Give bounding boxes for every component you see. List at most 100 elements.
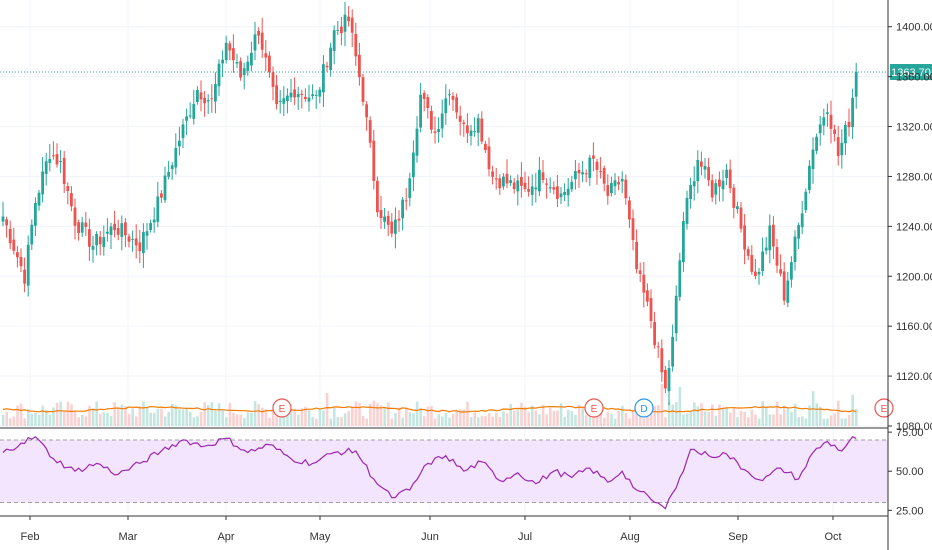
candle-body <box>102 237 106 248</box>
candle-body <box>250 52 253 66</box>
volume-bar <box>210 402 214 426</box>
candle-body <box>98 236 102 245</box>
candle-body <box>779 269 782 274</box>
volume-bar <box>369 403 372 426</box>
volume-bar <box>5 411 8 426</box>
candle-body <box>602 167 606 184</box>
candle-body <box>829 114 833 129</box>
candle-body <box>232 48 235 61</box>
volume-bar <box>113 402 116 426</box>
volume-bar <box>642 418 646 426</box>
volume-bar <box>833 413 836 426</box>
volume-bar <box>372 400 376 426</box>
candle-body <box>77 222 80 233</box>
price-axis-tick-label: 1240.00 <box>896 221 932 233</box>
candle-body <box>192 103 196 119</box>
candle-body <box>286 95 289 101</box>
candle-body <box>19 256 23 267</box>
candle-body <box>203 97 206 104</box>
volume-bar <box>45 409 48 426</box>
candle-body <box>750 254 754 272</box>
candle-body <box>484 143 487 151</box>
volume-bar <box>253 401 257 426</box>
candle-body <box>610 182 613 194</box>
candle-body <box>415 128 419 156</box>
candle-body <box>174 148 178 168</box>
candle-body <box>163 175 167 201</box>
candle-body <box>41 171 44 195</box>
volume-bar <box>775 401 779 426</box>
candle-body <box>584 173 588 175</box>
candle-body <box>372 140 376 181</box>
candle-body <box>329 47 332 71</box>
volume-bar <box>383 408 386 426</box>
candle-body <box>149 222 152 231</box>
volume-bar <box>523 406 527 426</box>
candle-body <box>592 155 595 159</box>
volume-bar <box>207 405 210 426</box>
candle-body <box>509 180 512 184</box>
candle-body <box>736 206 739 210</box>
candle-body <box>682 221 685 263</box>
volume-bar <box>804 418 808 426</box>
candle-body <box>318 89 322 97</box>
volume-bar <box>531 405 534 426</box>
candle-body <box>134 238 138 246</box>
candle-body <box>775 247 779 266</box>
volume-bar <box>743 411 746 426</box>
volume-bar <box>711 404 714 426</box>
candle-body <box>480 118 484 142</box>
volume-bar <box>59 401 62 426</box>
volume-bar <box>174 405 178 426</box>
candle-body <box>419 94 422 128</box>
volume-bar <box>459 409 462 426</box>
volume-bar <box>516 409 520 426</box>
time-axis-tick-label: Aug <box>620 531 640 543</box>
candle-body <box>754 271 757 277</box>
volume-bar <box>779 414 782 426</box>
volume-bar <box>574 414 577 426</box>
candle-body <box>646 290 649 302</box>
volume-bar <box>199 412 203 426</box>
volume-bar <box>477 417 480 426</box>
time-axis-tick-label: Jul <box>518 531 532 543</box>
candle-body <box>221 59 224 64</box>
candle-body <box>386 215 390 225</box>
volume-bar <box>397 407 401 426</box>
volume-bar <box>271 410 275 426</box>
candle-body <box>653 322 656 346</box>
volume-bar <box>664 417 667 426</box>
candle-body <box>131 238 134 240</box>
time-axis-tick-label: Mar <box>119 531 138 543</box>
volume-bar <box>448 417 451 426</box>
volume-bar <box>797 417 800 426</box>
volume-bar <box>167 411 170 426</box>
volume-bar <box>624 413 628 426</box>
candle-body <box>836 137 840 157</box>
volume-bar <box>286 414 289 426</box>
volume-bar <box>675 402 678 426</box>
candle-body <box>854 72 858 97</box>
candle-body <box>804 191 808 211</box>
volume-bar <box>423 416 426 426</box>
candle-body <box>332 30 336 51</box>
volume-bar <box>91 408 95 426</box>
volume-bar <box>725 408 728 426</box>
candle-body <box>124 222 127 236</box>
volume-bar <box>599 405 602 426</box>
price-axis-tick-label: 1200.00 <box>896 271 932 283</box>
candle-body <box>520 176 523 186</box>
earnings-marker <box>584 398 604 418</box>
time-axis-tick-label: Sep <box>728 531 748 543</box>
volume-bar <box>498 416 502 426</box>
volume-bar <box>250 412 253 426</box>
candle-body <box>664 370 667 389</box>
volume-bar <box>693 402 696 426</box>
time-axis: Feb Mar Apr May Jun Jul Aug Sep Oct <box>21 516 842 543</box>
candle-body <box>239 61 242 78</box>
volume-bar <box>322 410 325 426</box>
volume-bar <box>390 418 394 426</box>
candle-body <box>696 160 700 182</box>
candle-body <box>66 186 70 191</box>
